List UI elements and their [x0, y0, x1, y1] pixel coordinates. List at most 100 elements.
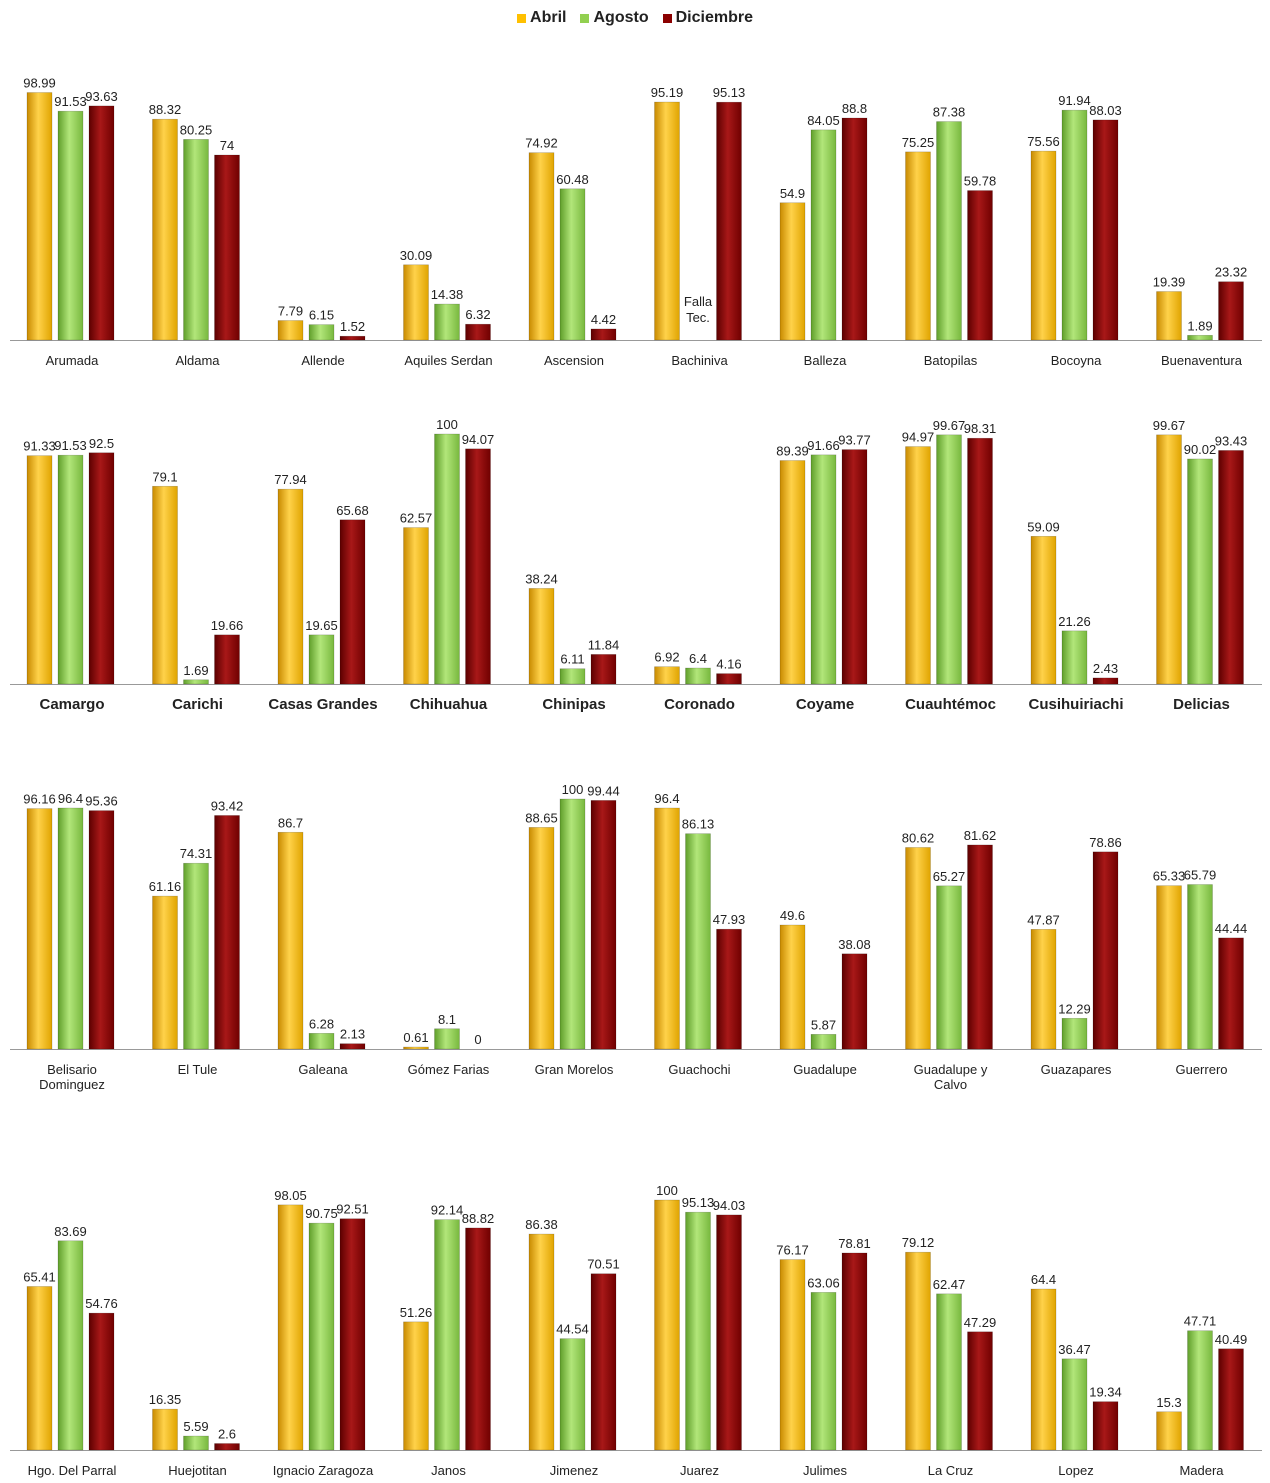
data-label: 91.94	[1058, 93, 1091, 108]
bar-diciembre	[465, 1227, 491, 1451]
category-label: Gran Morelos	[535, 1062, 614, 1077]
data-label: 65.41	[23, 1269, 56, 1284]
data-label: 95.13	[682, 1195, 715, 1210]
bar-diciembre	[967, 437, 993, 685]
legend-label-abril: Abril	[530, 9, 567, 26]
bar-agosto	[1187, 458, 1213, 685]
data-label: 6.28	[309, 1016, 334, 1031]
data-label: 100	[436, 417, 458, 432]
legend-item-abril: Abril	[517, 9, 566, 27]
category-label: Cuauhtémoc	[905, 696, 996, 713]
bar-diciembre	[88, 105, 115, 341]
category-label: Juarez	[680, 1463, 719, 1478]
data-label: 99.67	[933, 418, 966, 433]
bar-abril	[26, 455, 53, 685]
data-label: 54.9	[780, 186, 805, 201]
bar-abril	[277, 831, 304, 1050]
data-label: 93.43	[1215, 433, 1248, 448]
bar-agosto	[183, 1435, 209, 1451]
bar-abril	[1156, 1411, 1182, 1451]
bar-agosto	[308, 634, 335, 685]
data-label: 84.05	[807, 113, 840, 128]
data-label: 78.81	[838, 1236, 871, 1251]
data-label: 11.84	[588, 637, 620, 652]
category-label: Guadalupe y Calvo	[914, 1062, 988, 1092]
bar-agosto	[685, 1211, 711, 1451]
bar-agosto	[308, 324, 335, 341]
bar-abril	[277, 320, 304, 341]
bar-agosto	[57, 454, 84, 685]
bar-agosto	[1187, 334, 1213, 341]
bar-agosto	[936, 434, 962, 685]
category-label: Coyame	[796, 696, 854, 713]
data-label: 65.79	[1184, 868, 1217, 883]
data-label: 79.12	[902, 1235, 935, 1250]
bar-abril	[905, 847, 931, 1050]
category-label: Batopilas	[924, 353, 978, 368]
data-label: 65.27	[933, 869, 966, 884]
bar-diciembre	[465, 448, 491, 685]
data-label: 38.08	[838, 937, 871, 952]
bar-agosto	[1187, 1330, 1213, 1451]
data-label: 94.97	[902, 430, 935, 445]
data-label: 65.68	[336, 503, 369, 518]
data-label: 75.25	[902, 135, 935, 150]
data-label: 47.71	[1184, 1314, 1217, 1329]
bar-agosto	[1061, 1017, 1088, 1050]
legend-item-diciembre: Diciembre	[662, 9, 753, 27]
bar-agosto	[183, 139, 209, 341]
bar-diciembre	[1218, 281, 1244, 341]
bar-abril	[654, 101, 680, 341]
bar-agosto	[810, 129, 837, 341]
panel-4: 65.41 83.69 54.76 Hgo. Del Parral 16.355.59 2…	[10, 1183, 1262, 1478]
bar-abril	[26, 808, 53, 1050]
data-label: 87.38	[933, 105, 966, 120]
category-label: Janos	[431, 1463, 466, 1478]
legend-label-agosto: Agosto	[593, 9, 649, 26]
bar-abril	[277, 488, 304, 685]
bar-diciembre	[1092, 677, 1119, 685]
bar-diciembre	[88, 1312, 115, 1451]
data-label: 93.63	[85, 89, 118, 104]
data-label: 96.4	[58, 791, 83, 806]
data-label: 93.42	[211, 798, 244, 813]
data-label: 63.06	[807, 1275, 840, 1290]
data-label: 6.32	[465, 307, 490, 322]
bar-agosto	[434, 1219, 460, 1451]
bar-abril	[1156, 291, 1182, 341]
bar-diciembre	[967, 1331, 993, 1451]
bar-diciembre	[214, 154, 240, 341]
data-label: 74.92	[525, 136, 558, 151]
bar-abril	[905, 151, 931, 341]
data-label: 0	[474, 1032, 481, 1047]
data-label: 47.93	[713, 912, 746, 927]
bar-abril	[26, 92, 53, 341]
bar-agosto	[936, 121, 962, 341]
bar-agosto	[57, 1240, 84, 1451]
category-label: Galeana	[298, 1062, 348, 1077]
data-label: 40.49	[1215, 1332, 1248, 1347]
data-label: 6.92	[654, 650, 679, 665]
data-label: 88.03	[1089, 103, 1122, 118]
data-label: 21.26	[1058, 614, 1091, 629]
bar-agosto	[183, 679, 209, 685]
data-label: 90.02	[1184, 442, 1217, 457]
bar-diciembre	[590, 1273, 617, 1451]
data-label: 19.39	[1153, 275, 1186, 290]
data-label: 90.75	[305, 1206, 338, 1221]
data-label: 65.33	[1153, 869, 1186, 884]
bar-diciembre	[716, 928, 742, 1050]
data-label: 98.05	[274, 1188, 307, 1203]
bar-diciembre	[465, 323, 491, 341]
bar-abril	[905, 1251, 931, 1451]
data-label: 6.15	[309, 308, 334, 323]
bar-abril	[26, 1286, 53, 1451]
bar-agosto	[685, 667, 711, 685]
bar-agosto	[57, 807, 84, 1050]
bar-abril	[654, 666, 680, 685]
data-label: 6.4	[689, 651, 707, 666]
data-label: 2.13	[340, 1027, 365, 1042]
